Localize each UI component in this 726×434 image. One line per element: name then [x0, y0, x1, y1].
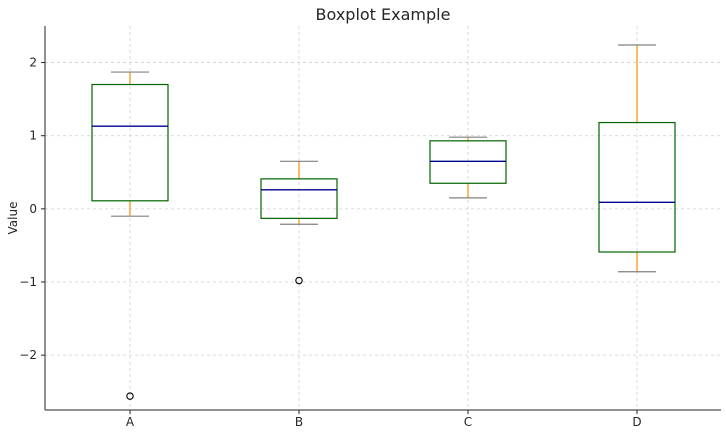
y-tick-label: 1: [29, 129, 37, 143]
y-tick-label: 0: [29, 202, 37, 216]
tick-labels: −2 −1 0 1 2 A B C D: [19, 56, 641, 429]
box-rect: [91, 83, 169, 202]
box-b: [260, 160, 338, 285]
box-rect: [260, 178, 338, 219]
outlier-point: [126, 392, 134, 400]
box-series: [91, 44, 676, 400]
x-tick-label: C: [464, 415, 472, 429]
box-a: [91, 71, 169, 400]
box-rect: [429, 140, 507, 184]
axes: [41, 26, 721, 414]
x-tick-label: A: [126, 415, 135, 429]
y-tick-label: −1: [19, 275, 37, 289]
x-tick-label: D: [632, 415, 641, 429]
gridlines: [45, 26, 721, 410]
y-tick-label: 2: [29, 56, 37, 70]
box-d: [598, 44, 676, 273]
y-axis-label: Value: [6, 202, 20, 235]
chart-title: Boxplot Example: [316, 5, 451, 24]
outlier-point: [295, 276, 303, 285]
box-rect: [598, 121, 676, 253]
y-tick-label: −2: [19, 348, 37, 362]
x-tick-label: B: [295, 415, 303, 429]
box-c: [429, 136, 507, 199]
